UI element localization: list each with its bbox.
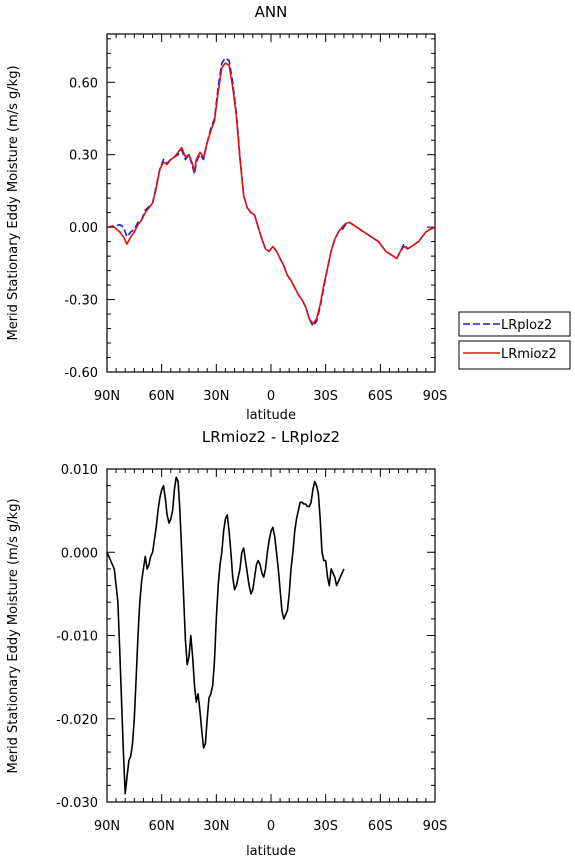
y-tick-label: 0.010 xyxy=(61,463,98,478)
bottom-plot-frame xyxy=(106,468,436,803)
x-tick-label: 60S xyxy=(368,389,393,404)
bottom-chart-panel: LRmioz2 - LRploz2 0.010 0.000 -0.010 -0.020… xyxy=(6,428,447,859)
x-tick-label: 30S xyxy=(313,389,338,404)
series-line-lrploz2 xyxy=(106,57,436,327)
series-line-difference xyxy=(106,476,345,795)
top-plot-frame xyxy=(106,33,436,373)
y-tick-label: 0.60 xyxy=(69,76,98,91)
legend-label-lrploz2: LRploz2 xyxy=(501,318,552,333)
legend-label-lrmioz2: LRmioz2 xyxy=(501,347,557,362)
top-y-ticks: 0.60 0.30 0.00 -0.30 -0.60 xyxy=(64,38,435,381)
top-x-axis-label: latitude xyxy=(246,408,296,423)
y-tick-label: -0.010 xyxy=(56,630,98,645)
top-y-axis-label: Merid Stationary Eddy Moisture (m/s g/kg… xyxy=(6,65,21,340)
legend-box-2 xyxy=(458,340,571,370)
legend-box-1 xyxy=(458,311,571,337)
bottom-x-ticks: 90N 60N 30N 0 30S 60S 90S xyxy=(94,469,448,834)
y-tick-label: 0.00 xyxy=(69,221,98,236)
x-tick-label: 30N xyxy=(203,389,229,404)
y-tick-label: 0.30 xyxy=(69,149,98,164)
bottom-series-lines xyxy=(106,476,345,795)
bottom-x-axis-label: latitude xyxy=(246,844,296,859)
x-tick-label: 90S xyxy=(423,819,448,834)
x-tick-label: 0 xyxy=(267,819,275,834)
bottom-y-axis-label: Merid Stationary Eddy Moisture (m/s g/kg… xyxy=(6,498,21,773)
bottom-chart-title: LRmioz2 - LRploz2 xyxy=(202,428,340,446)
series-line-lrmioz2 xyxy=(107,62,436,325)
x-tick-label: 60N xyxy=(149,389,175,404)
y-tick-label: -0.030 xyxy=(56,796,98,811)
y-tick-label: -0.30 xyxy=(64,294,98,309)
x-tick-label: 90N xyxy=(94,389,120,404)
top-chart-panel: ANN 0.60 0.30 0.00 -0.30 -0.60 90N 60N 30N 0 30S… xyxy=(6,3,447,423)
y-tick-label: 0.000 xyxy=(61,546,98,561)
top-x-ticks: 90N 60N 30N 0 30S 60S 90S xyxy=(94,34,448,404)
x-tick-label: 60S xyxy=(368,819,393,834)
top-chart-title: ANN xyxy=(255,3,288,21)
x-tick-label: 90S xyxy=(423,389,448,404)
top-series-lines xyxy=(106,57,436,327)
bottom-y-ticks: 0.010 0.000 -0.010 -0.020 -0.030 xyxy=(56,463,435,811)
x-tick-label: 0 xyxy=(267,389,275,404)
x-tick-label: 90N xyxy=(94,819,120,834)
x-tick-label: 60N xyxy=(149,819,175,834)
legend: LRploz2 LRmioz2 xyxy=(458,311,571,370)
x-tick-label: 30N xyxy=(203,819,229,834)
y-tick-label: -0.020 xyxy=(56,713,98,728)
y-tick-label: -0.60 xyxy=(64,366,98,381)
x-tick-label: 30S xyxy=(313,819,338,834)
